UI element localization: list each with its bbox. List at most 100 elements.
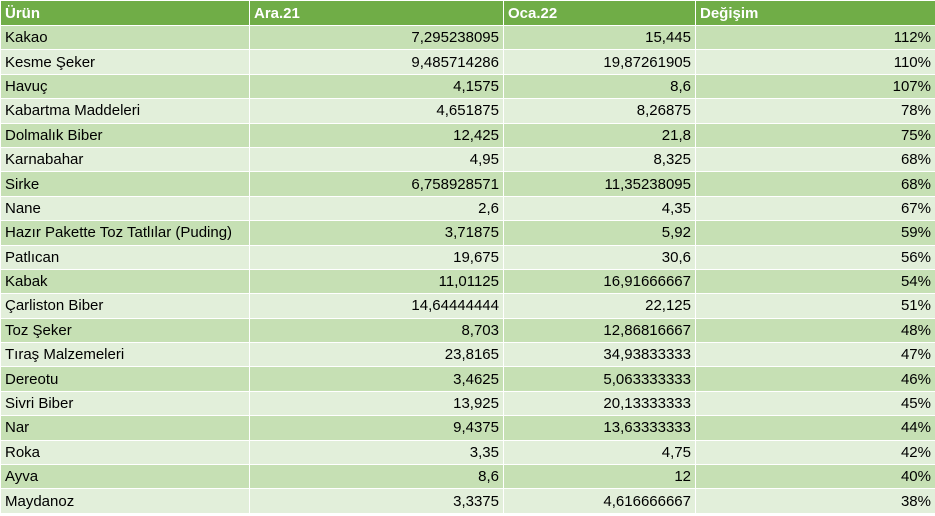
value-cell: 3,71875 xyxy=(249,220,504,246)
value-cell: 107% xyxy=(695,73,935,100)
value-cell: 56% xyxy=(695,244,935,270)
table-row: Ayva 8,6 12 40% xyxy=(0,464,935,490)
product-cell: Hazır Pakette Toz Tatlılar (Puding) xyxy=(0,220,250,246)
table-row: Maydanoz 3,3375 4,616666667 38% xyxy=(0,488,935,514)
value-cell: 13,925 xyxy=(249,390,504,417)
value-cell: 4,651875 xyxy=(249,98,504,124)
product-cell: Tıraş Malzemeleri xyxy=(0,342,250,368)
table-row: Patlıcan 19,675 30,6 56% xyxy=(0,244,935,270)
table-header: Ürün Ara.21 Oca.22 Değişim xyxy=(0,0,935,26)
value-cell: 8,26875 xyxy=(503,98,696,124)
table-row: Hazır Pakette Toz Tatlılar (Puding) 3,718… xyxy=(0,220,935,246)
product-cell: Ayva xyxy=(0,464,250,490)
table-row: Sivri Biber 13,925 20,13333333 45% xyxy=(0,390,935,417)
value-cell: 11,01125 xyxy=(249,268,504,295)
value-cell: 4,1575 xyxy=(249,73,504,100)
product-cell: Nane xyxy=(0,195,250,222)
table-row: Roka 3,35 4,75 42% xyxy=(0,439,935,466)
value-cell: 8,6 xyxy=(503,73,696,100)
product-cell: Karnabahar xyxy=(0,146,250,173)
table-row: Çarliston Biber 14,64444444 22,125 51% xyxy=(0,293,935,319)
value-cell: 4,95 xyxy=(249,146,504,173)
value-cell: 23,8165 xyxy=(249,342,504,368)
table-row: Nar 9,4375 13,63333333 44% xyxy=(0,415,935,441)
table-row: Tıraş Malzemeleri 23,8165 34,93833333 47% xyxy=(0,342,935,368)
product-cell: Kabartma Maddeleri xyxy=(0,98,250,124)
value-cell: 42% xyxy=(695,439,935,466)
value-cell: 8,703 xyxy=(249,317,504,344)
value-cell: 59% xyxy=(695,220,935,246)
value-cell: 12,425 xyxy=(249,122,504,148)
value-cell: 19,87261905 xyxy=(503,49,696,75)
product-cell: Havuç xyxy=(0,73,250,100)
table-row: Havuç 4,1575 8,6 107% xyxy=(0,73,935,100)
value-cell: 14,64444444 xyxy=(249,293,504,319)
table-row: Kabak 11,01125 16,91666667 54% xyxy=(0,268,935,295)
value-cell: 110% xyxy=(695,49,935,75)
table-row: Dereotu 3,4625 5,063333333 46% xyxy=(0,366,935,392)
value-cell: 2,6 xyxy=(249,195,504,222)
value-cell: 47% xyxy=(695,342,935,368)
product-cell: Dolmalık Biber xyxy=(0,122,250,148)
table-row: Nane 2,6 4,35 67% xyxy=(0,195,935,222)
header-row: Ürün Ara.21 Oca.22 Değişim xyxy=(0,0,935,26)
product-cell: Roka xyxy=(0,439,250,466)
value-cell: 12 xyxy=(503,464,696,490)
value-cell: 9,4375 xyxy=(249,415,504,441)
value-cell: 22,125 xyxy=(503,293,696,319)
table-row: Sirke 6,758928571 11,35238095 68% xyxy=(0,171,935,197)
product-cell: Toz Şeker xyxy=(0,317,250,344)
value-cell: 8,6 xyxy=(249,464,504,490)
value-cell: 21,8 xyxy=(503,122,696,148)
value-cell: 15,445 xyxy=(503,24,696,51)
product-cell: Çarliston Biber xyxy=(0,293,250,319)
header-cell: Değişim xyxy=(695,0,935,26)
value-cell: 44% xyxy=(695,415,935,441)
value-cell: 68% xyxy=(695,146,935,173)
value-cell: 34,93833333 xyxy=(503,342,696,368)
value-cell: 3,3375 xyxy=(249,488,504,514)
value-cell: 5,063333333 xyxy=(503,366,696,392)
value-cell: 19,675 xyxy=(249,244,504,270)
value-cell: 45% xyxy=(695,390,935,417)
table-row: Kesme Şeker 9,485714286 19,87261905 110% xyxy=(0,49,935,75)
value-cell: 48% xyxy=(695,317,935,344)
product-cell: Maydanoz xyxy=(0,488,250,514)
value-cell: 11,35238095 xyxy=(503,171,696,197)
value-cell: 4,35 xyxy=(503,195,696,222)
value-cell: 51% xyxy=(695,293,935,319)
value-cell: 12,86816667 xyxy=(503,317,696,344)
value-cell: 3,35 xyxy=(249,439,504,466)
table-row: Toz Şeker 8,703 12,86816667 48% xyxy=(0,317,935,344)
product-cell: Kabak xyxy=(0,268,250,295)
table-row: Kabartma Maddeleri 4,651875 8,26875 78% xyxy=(0,98,935,124)
product-cell: Sivri Biber xyxy=(0,390,250,417)
value-cell: 4,616666667 xyxy=(503,488,696,514)
value-cell: 9,485714286 xyxy=(249,49,504,75)
value-cell: 38% xyxy=(695,488,935,514)
value-cell: 30,6 xyxy=(503,244,696,270)
table-row: Kakao 7,295238095 15,445 112% xyxy=(0,24,935,51)
value-cell: 75% xyxy=(695,122,935,148)
value-cell: 7,295238095 xyxy=(249,24,504,51)
value-cell: 112% xyxy=(695,24,935,51)
product-cell: Kakao xyxy=(0,24,250,51)
product-cell: Dereotu xyxy=(0,366,250,392)
product-cell: Kesme Şeker xyxy=(0,49,250,75)
value-cell: 20,13333333 xyxy=(503,390,696,417)
header-cell: Ürün xyxy=(0,0,250,26)
value-cell: 54% xyxy=(695,268,935,295)
value-cell: 4,75 xyxy=(503,439,696,466)
value-cell: 16,91666667 xyxy=(503,268,696,295)
value-cell: 67% xyxy=(695,195,935,222)
value-cell: 78% xyxy=(695,98,935,124)
value-cell: 13,63333333 xyxy=(503,415,696,441)
product-cell: Nar xyxy=(0,415,250,441)
header-cell: Ara.21 xyxy=(249,0,504,26)
table-row: Dolmalık Biber 12,425 21,8 75% xyxy=(0,122,935,148)
value-cell: 8,325 xyxy=(503,146,696,173)
header-cell: Oca.22 xyxy=(503,0,696,26)
